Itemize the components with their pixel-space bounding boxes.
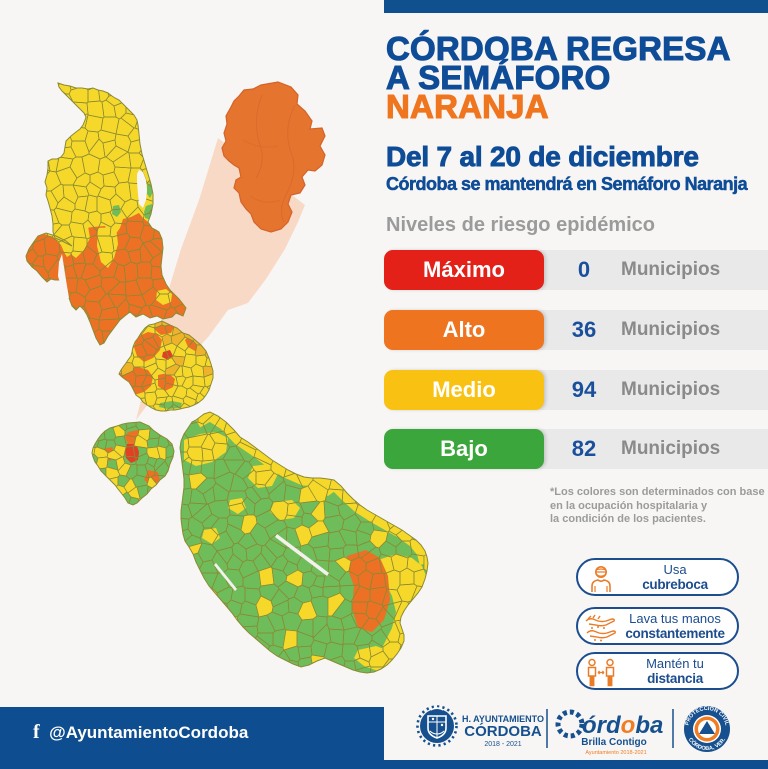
svg-text:CÓRDOBA: CÓRDOBA (464, 722, 542, 740)
svg-text:Ayuntamiento 2018-2021: Ayuntamiento 2018-2021 (585, 750, 646, 756)
svg-text:H. AYUNTAMIENTO: H. AYUNTAMIENTO (462, 714, 544, 724)
svg-text:Brilla Contigo: Brilla Contigo (581, 737, 647, 748)
svg-text:órdoba: órdoba (582, 712, 663, 739)
svg-text:2018 - 2021: 2018 - 2021 (484, 741, 521, 748)
